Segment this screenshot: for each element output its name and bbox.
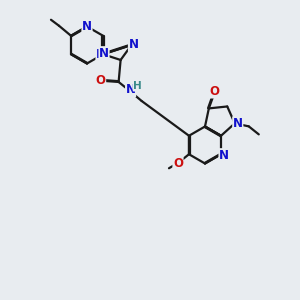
- Text: N: N: [126, 83, 136, 97]
- Text: N: N: [99, 47, 109, 60]
- Text: O: O: [173, 157, 183, 170]
- Text: N: N: [233, 117, 243, 130]
- Text: N: N: [96, 48, 106, 61]
- Text: O: O: [210, 85, 220, 98]
- Text: O: O: [96, 74, 106, 88]
- Text: N: N: [82, 20, 92, 33]
- Text: H: H: [133, 81, 142, 91]
- Text: N: N: [219, 149, 229, 162]
- Text: N: N: [128, 38, 139, 52]
